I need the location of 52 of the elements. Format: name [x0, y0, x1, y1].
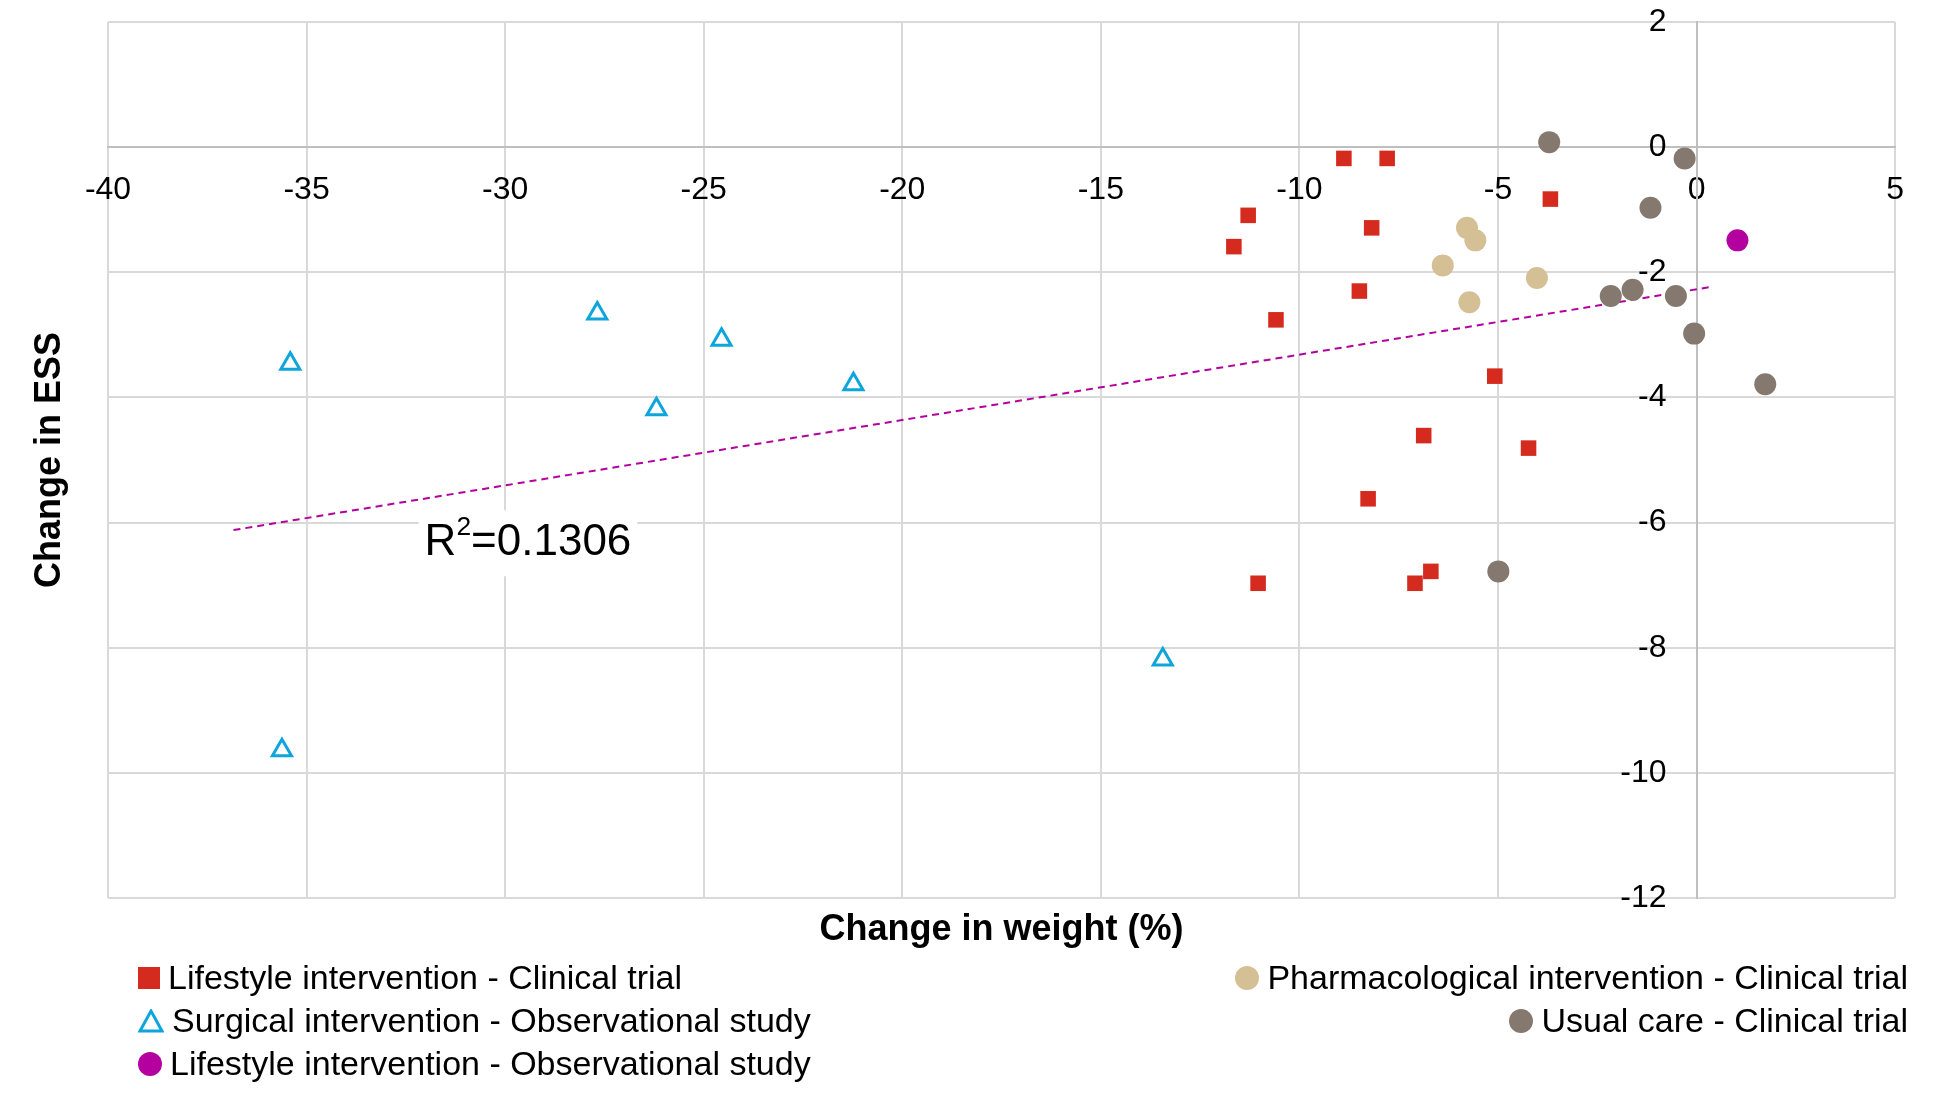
- y-tick-label: -6: [1638, 502, 1667, 539]
- point: [1268, 312, 1284, 328]
- legend-label: Pharmacological intervention - Clinical trial: [1267, 958, 1908, 997]
- point: [1407, 575, 1423, 592]
- point: [1250, 575, 1266, 592]
- point: [1487, 368, 1503, 384]
- point: [1542, 191, 1559, 207]
- x-tick-label: -30: [482, 170, 529, 207]
- point: [1240, 207, 1256, 224]
- point: [1431, 254, 1454, 277]
- point: [1360, 491, 1376, 507]
- legend-label: Lifestyle intervention - Observational study: [170, 1044, 811, 1083]
- point: [1599, 285, 1622, 308]
- point: [1363, 220, 1380, 236]
- legend-label: Surgical intervention - Observational study: [172, 1001, 811, 1040]
- point: [1379, 150, 1395, 167]
- x-tick-label: -10: [1276, 170, 1323, 207]
- y-tick-label: 0: [1648, 126, 1667, 163]
- point: [1351, 283, 1368, 299]
- y-axis-title: Change in ESS: [26, 331, 68, 589]
- y-tick-label: -2: [1638, 252, 1667, 289]
- x-tick-label: -15: [1077, 170, 1124, 207]
- point: [1664, 285, 1687, 308]
- x-tick-label: -40: [84, 170, 132, 207]
- point: [1464, 229, 1487, 252]
- x-tick-label: -20: [879, 170, 926, 207]
- point: [1226, 238, 1242, 255]
- point: [1458, 291, 1481, 314]
- y-tick-label: -8: [1638, 627, 1667, 664]
- point: [1520, 440, 1537, 456]
- y-tick-label: -4: [1638, 377, 1667, 414]
- legend-label: Lifestyle intervention - Clinical trial: [168, 958, 682, 997]
- y-tick-label: -12: [1620, 877, 1667, 914]
- point: [1415, 427, 1432, 444]
- point: [1726, 229, 1749, 252]
- x-axis-title: Change in weight (%): [819, 906, 1184, 948]
- point: [1754, 373, 1777, 396]
- x-tick-label: 5: [1886, 170, 1904, 207]
- point: [1538, 131, 1561, 154]
- point: [1487, 560, 1510, 583]
- point: [1673, 147, 1696, 170]
- point: [1525, 266, 1548, 289]
- y-tick-label: -10: [1620, 752, 1667, 789]
- y-tick-label: 2: [1648, 1, 1667, 38]
- x-tick-label: -25: [680, 170, 727, 207]
- point: [1423, 563, 1439, 580]
- point: [1683, 322, 1706, 345]
- legend-label: Usual care - Clinical trial: [1541, 1001, 1908, 1040]
- point: [1336, 150, 1352, 167]
- point: [1639, 196, 1662, 219]
- x-tick-label: -5: [1483, 170, 1513, 207]
- x-tick-label: -35: [283, 170, 330, 207]
